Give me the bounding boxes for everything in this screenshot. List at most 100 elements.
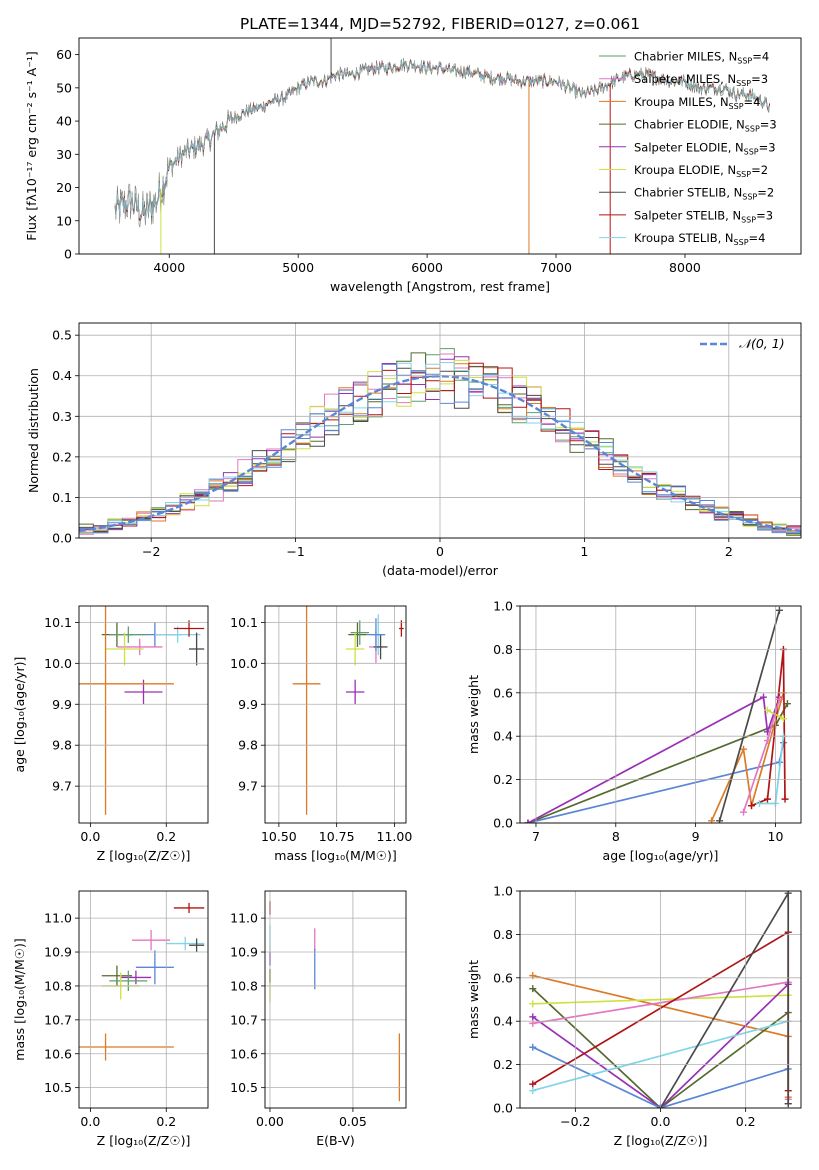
errorbar-point-kroupa_stelib [154, 626, 201, 643]
legend-label: Salpeter STELIB, NSSP=3 [634, 208, 773, 224]
x-tick-label: 0.0 [651, 1114, 671, 1129]
y-tick-label: 10.0 [230, 656, 258, 671]
x-tick-label: 9 [692, 829, 700, 844]
x-axis-label: wavelength [Angstrom, rest frame] [330, 279, 550, 294]
x-tick-label: 0.2 [156, 1114, 176, 1129]
data-point-marker [759, 693, 767, 701]
data-point-marker [529, 1080, 537, 1088]
data-point-marker [763, 706, 771, 714]
y-tick-label: 9.7 [52, 779, 72, 794]
errorbar-point-chabrier_miles [109, 970, 148, 992]
axes-frame [519, 605, 802, 824]
y-tick-label: 0.4 [493, 1014, 513, 1029]
y-tick-label: 0.5 [52, 328, 72, 343]
y-tick-label: 40 [56, 114, 72, 129]
axes-frame [78, 322, 802, 539]
x-tick-label: 0.05 [339, 1114, 367, 1129]
data-point-marker [748, 802, 756, 810]
y-axis-label: mass weight [466, 960, 481, 1039]
data-point-marker [775, 606, 783, 614]
panel-age_vs_Z: 0.0 0.2 9.7 9.8 9.9 10.0 10.1 Z [log₁₀(Z/Z☉)] ag… [12, 605, 209, 863]
y-axis-label: Normed distribution [26, 368, 41, 493]
errorbar-point-salpeter_elodie [120, 970, 152, 985]
legend-label: Chabrier ELODIE, NSSP=3 [634, 118, 777, 134]
y-tick-label: 60 [56, 47, 72, 62]
axes-frame [519, 890, 802, 1109]
y-tick-label: 10.9 [230, 945, 258, 960]
x-tick-label: 4000 [153, 260, 185, 275]
x-tick-label: 0.2 [736, 1114, 756, 1129]
x-tick-label: 6000 [411, 260, 443, 275]
legend-label: 𝒩(0, 1) [739, 336, 785, 351]
figure-title: PLATE=1344, MJD=52792, FIBERID=0127, z=0… [240, 15, 640, 33]
x-axis-label: mass [log₁₀(M/M☉)] [274, 848, 396, 863]
errorbar-point-salpeter_stelib [173, 902, 205, 914]
x-axis-label: Z [log₁₀(Z/Z☉)] [97, 1133, 191, 1148]
y-tick-label: 10.0 [44, 656, 72, 671]
x-axis-label: Z [log₁₀(Z/Z☉)] [614, 1133, 708, 1148]
y-tick-label: 1.0 [493, 599, 513, 614]
y-axis-label: age [log₁₀(age/yr)] [12, 657, 27, 773]
data-point-marker [783, 700, 791, 708]
y-tick-label: 20 [56, 180, 72, 195]
errorbar-point-salpeter_miles [132, 929, 171, 951]
errorbar-point-kroupa_stelib [166, 936, 205, 951]
y-tick-label: 0.4 [52, 368, 72, 383]
errorbar-point-kroupa_elodie [345, 632, 365, 666]
data-point-marker [784, 891, 792, 897]
errorbar-point-chabrier_miles [350, 620, 370, 645]
y-tick-label: 10.5 [230, 1080, 258, 1095]
data-point-marker [529, 985, 537, 993]
residuals-legend: 𝒩(0, 1) [700, 336, 785, 351]
y-tick-label: 9.9 [238, 697, 258, 712]
plot-area-massweight_vs_age [524, 606, 791, 823]
plot-area-age_vs_Z [79, 606, 205, 815]
legend-label: Chabrier MILES, NSSP=4 [634, 50, 769, 66]
panel-massweight_vs_Z: −0.2 0.0 0.2 0.0 0.2 0.4 0.6 0.8 1.0 Z [log₁₀(Z/Z… [466, 884, 802, 1148]
x-tick-label: 0.0 [80, 829, 100, 844]
panel-age_vs_mass: 10.50 10.75 11.00 9.7 9.8 9.9 10.0 10.1 mass [lo… [230, 605, 412, 863]
y-tick-label: 9.8 [52, 738, 72, 753]
x-tick-label: 5000 [282, 260, 314, 275]
y-tick-label: 0.0 [493, 1101, 513, 1116]
errorbar-point-blue_series [366, 618, 386, 652]
series-line-chabrier_stelib [718, 610, 781, 822]
data-point-marker [781, 795, 789, 803]
x-tick-label: 8 [612, 829, 620, 844]
y-tick-label: 0.3 [52, 409, 72, 424]
errorbar-point-kroupa_miles [79, 1033, 174, 1061]
x-tick-label: 0.0 [80, 1114, 100, 1129]
y-tick-label: 10.8 [44, 978, 72, 993]
x-axis-label: E(B-V) [316, 1133, 355, 1148]
x-tick-label: 0.00 [256, 1114, 284, 1129]
axes-frame [78, 37, 802, 255]
y-tick-label: 10.9 [44, 945, 72, 960]
y-axis-label: Flux [fλ10⁻¹⁷ erg cm⁻² s⁻¹ A⁻¹] [24, 51, 39, 240]
panel-massweight_vs_age: 7 8 9 10 0.0 0.2 0.4 0.6 0.8 1.0 age [log₁₀(age/yr… [466, 599, 802, 863]
errorbar-point-kroupa_miles [79, 606, 174, 815]
y-tick-label: 10.7 [230, 1012, 258, 1027]
axes-frame [78, 605, 209, 824]
data-point-marker [716, 817, 724, 823]
y-tick-label: 0.2 [493, 772, 513, 787]
y-tick-label: 1.0 [493, 884, 513, 899]
legend-label: Kroupa STELIB, NSSP=4 [634, 231, 765, 247]
y-tick-label: 10.7 [44, 1012, 72, 1027]
x-tick-label: 7 [532, 829, 540, 844]
x-tick-label: 0 [436, 544, 444, 559]
axes-frame [264, 605, 407, 824]
data-point-marker [529, 1043, 537, 1051]
errorbar-point-kroupa_miles [292, 606, 321, 815]
errorbar-point-blue_series [135, 950, 174, 985]
y-tick-label: 0.1 [52, 490, 72, 505]
x-tick-label: −0.2 [560, 1114, 590, 1129]
data-point-marker [740, 745, 748, 753]
x-tick-label: 8000 [669, 260, 701, 275]
y-tick-label: 10.1 [230, 615, 258, 630]
y-tick-label: 11.0 [44, 911, 72, 926]
data-point-marker [763, 795, 771, 803]
y-tick-label: 10.6 [44, 1046, 72, 1061]
panel-residuals: −2 −1 0 1 2 0.0 0.1 0.2 0.3 0.4 0.5 (data-model)/er… [26, 322, 802, 578]
y-tick-label: 0.2 [493, 1057, 513, 1072]
